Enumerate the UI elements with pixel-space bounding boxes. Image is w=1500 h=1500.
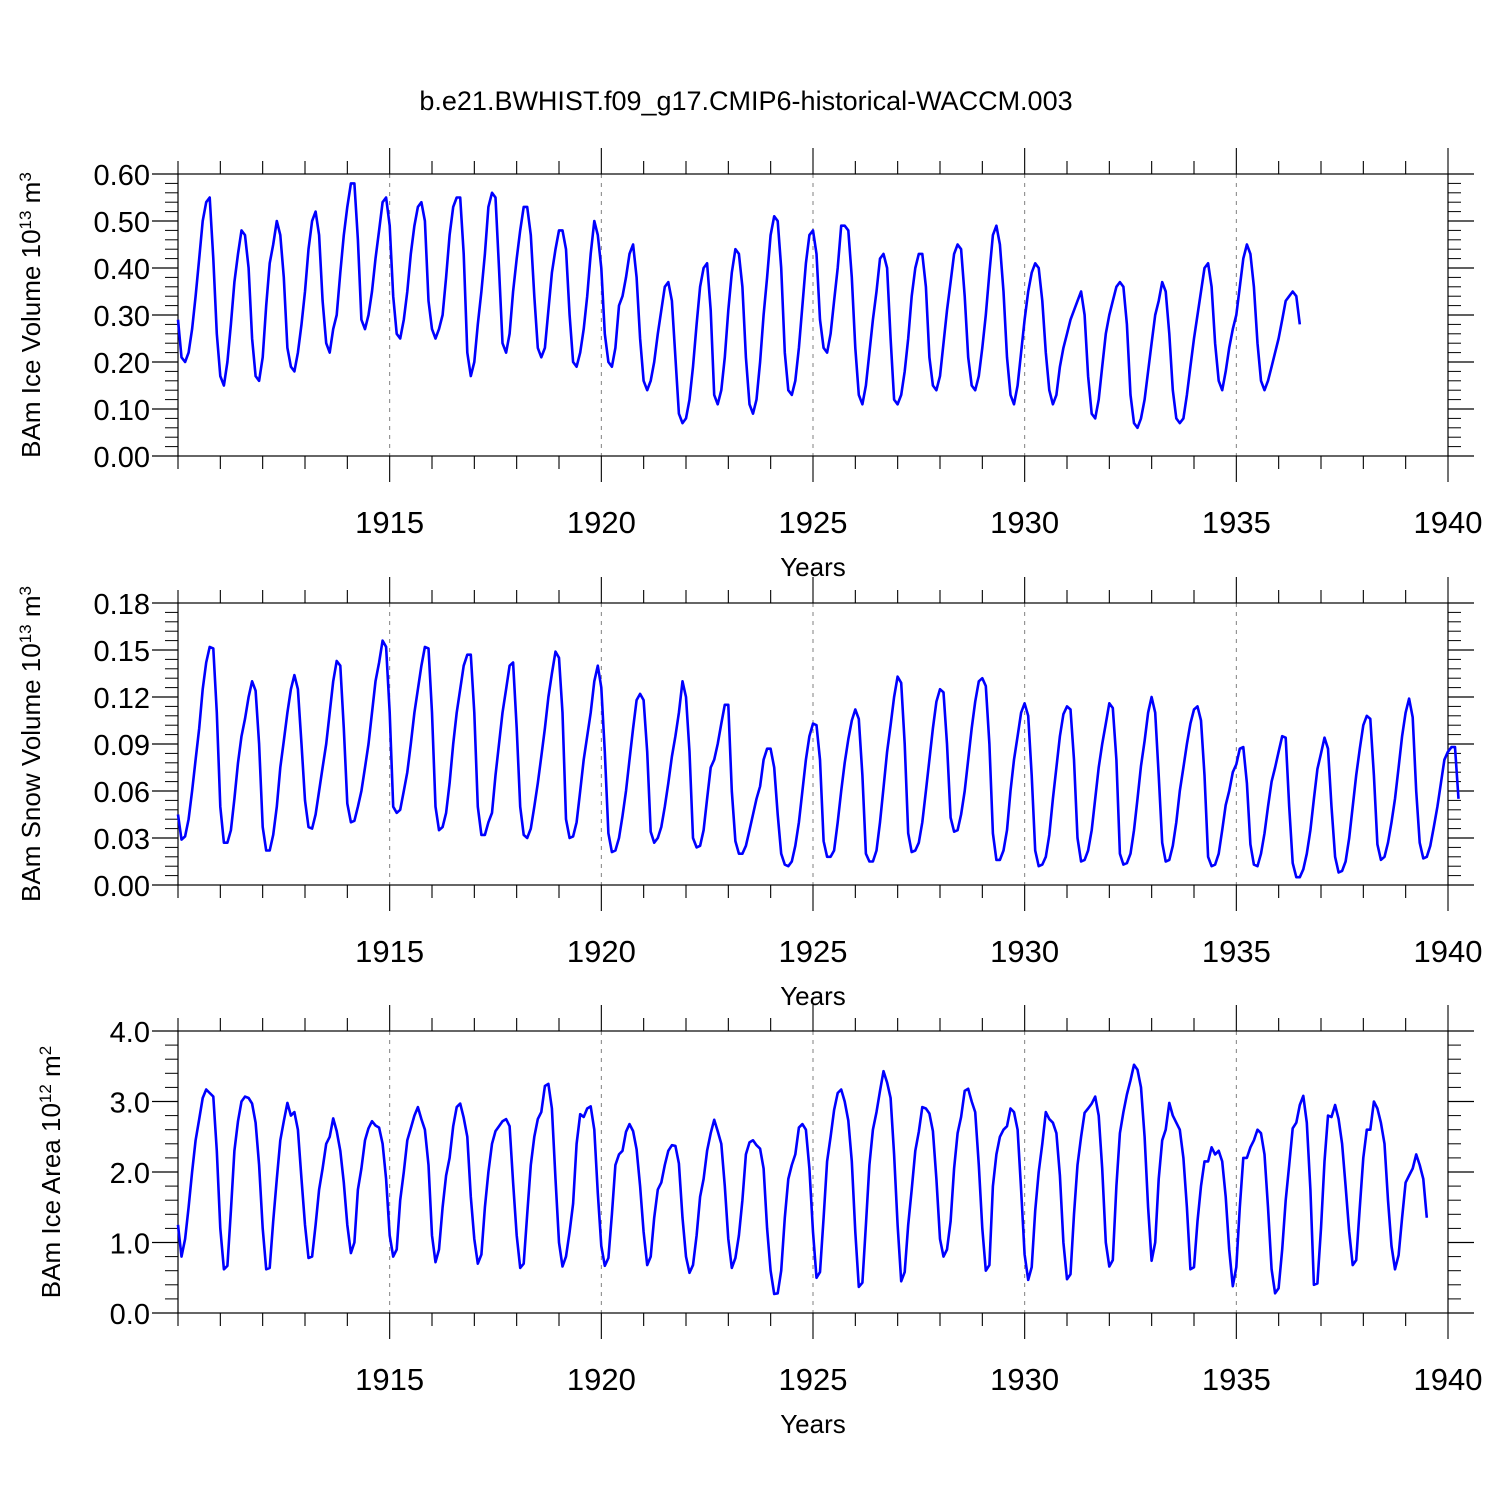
figure-title: b.e21.BWHIST.f09_g17.CMIP6-historical-WA… — [419, 86, 1072, 116]
ice-volume-y-axis-label: BAm Ice Volume 1013 m3 — [16, 172, 46, 458]
snow-volume-x-tick-label: 1930 — [990, 934, 1059, 969]
ice-volume-y-tick-label: 0.60 — [94, 160, 150, 192]
ice-area-x-tick-label: 1915 — [355, 1362, 424, 1397]
snow-volume-x-tick-label: 1920 — [567, 934, 636, 969]
ice-area-x-tick-label: 1935 — [1202, 1362, 1271, 1397]
ice-area-y-tick-label: 2.0 — [110, 1158, 150, 1190]
snow-volume-y-axis-label-part: m — [16, 595, 46, 624]
ice-area-x-tick-label: 1920 — [567, 1362, 636, 1397]
ice-area-series-line — [176, 1063, 1429, 1296]
ice-area-x-tick-label: 1930 — [990, 1362, 1059, 1397]
snow-volume-y-tick-label: 0.03 — [94, 824, 150, 856]
snow-volume-x-tick-label: 1925 — [779, 934, 848, 969]
snow-volume-y-tick-label: 0.00 — [94, 871, 150, 903]
ice-volume-y-tick-label: 0.50 — [94, 207, 150, 239]
snow-volume-x-tick-label: 1915 — [355, 934, 424, 969]
ice-area-y-axis-label: BAm Ice Area 1012 m2 — [36, 1046, 66, 1298]
ice-volume-x-tick-label: 1925 — [779, 505, 848, 540]
ice-volume-x-tick-label: 1930 — [990, 505, 1059, 540]
snow-volume-x-tick-label: 1935 — [1202, 934, 1271, 969]
ice-volume-y-tick-label: 0.40 — [94, 254, 150, 286]
ice-volume-x-tick-label: 1940 — [1414, 505, 1483, 540]
ice-volume-x-tick-label: 1915 — [355, 505, 424, 540]
snow-volume-y-axis-label-superscript: 13 — [16, 624, 35, 643]
ice-area-y-axis-label-superscript: 2 — [36, 1046, 55, 1055]
snow-volume-y-axis-label-part: BAm Snow Volume 10 — [16, 643, 46, 902]
ice-area-y-tick-label: 4.0 — [110, 1017, 150, 1049]
ice-volume-series-line — [176, 182, 1302, 430]
ice-area-panel: 0.0 1.0 2.0 3.0 4.0 1915 1920 1925 1930 1935 1940 Y… — [36, 1005, 1483, 1439]
ice-volume-y-axis-label-superscript: 3 — [16, 172, 35, 181]
snow-volume-y-axis-label: BAm Snow Volume 1013 m3 — [16, 586, 46, 902]
ice-volume-y-axis-label-part: m — [16, 182, 46, 211]
ice-area-y-axis-label-part: BAm Ice Area 10 — [36, 1103, 66, 1298]
snow-volume-y-tick-label: 0.12 — [94, 683, 150, 715]
ice-volume-y-tick-label: 0.00 — [94, 442, 150, 474]
ice-area-x-axis-label: Years — [780, 1409, 846, 1439]
ice-volume-panel: 0.00 0.10 0.20 0.30 0.40 0.50 0.60 1915 1920 1925… — [16, 148, 1483, 582]
snow-volume-y-tick-label: 0.15 — [94, 636, 150, 668]
snow-volume-series-line — [176, 639, 1460, 879]
ice-volume-y-tick-label: 0.30 — [94, 301, 150, 333]
ice-volume-y-tick-label: 0.10 — [94, 395, 150, 427]
ice-area-y-axis-label-superscript: 12 — [36, 1084, 55, 1103]
ice-volume-x-tick-label: 1935 — [1202, 505, 1271, 540]
ice-volume-y-axis-label-part: BAm Ice Volume 10 — [16, 229, 46, 457]
snow-volume-y-tick-label: 0.09 — [94, 730, 150, 762]
ice-area-x-tick-label: 1925 — [779, 1362, 848, 1397]
ice-volume-x-tick-label: 1920 — [567, 505, 636, 540]
ice-area-y-tick-label: 3.0 — [110, 1088, 150, 1120]
ice-volume-y-axis-label-superscript: 13 — [16, 211, 35, 230]
ice-area-y-axis-label-part: m — [36, 1055, 66, 1084]
snow-volume-x-tick-label: 1940 — [1414, 934, 1483, 969]
ice-volume-y-tick-label: 0.20 — [94, 348, 150, 380]
ice-area-y-tick-label: 0.0 — [110, 1299, 150, 1331]
snow-volume-panel: 0.00 0.03 0.06 0.09 0.12 0.15 0.18 1915 1920 1925… — [16, 577, 1483, 1011]
snow-volume-y-tick-label: 0.18 — [94, 589, 150, 621]
snow-volume-y-tick-label: 0.06 — [94, 777, 150, 809]
snow-volume-y-axis-label-superscript: 3 — [16, 586, 35, 595]
ice-area-y-tick-label: 1.0 — [110, 1229, 150, 1261]
ice-area-x-tick-label: 1940 — [1414, 1362, 1483, 1397]
